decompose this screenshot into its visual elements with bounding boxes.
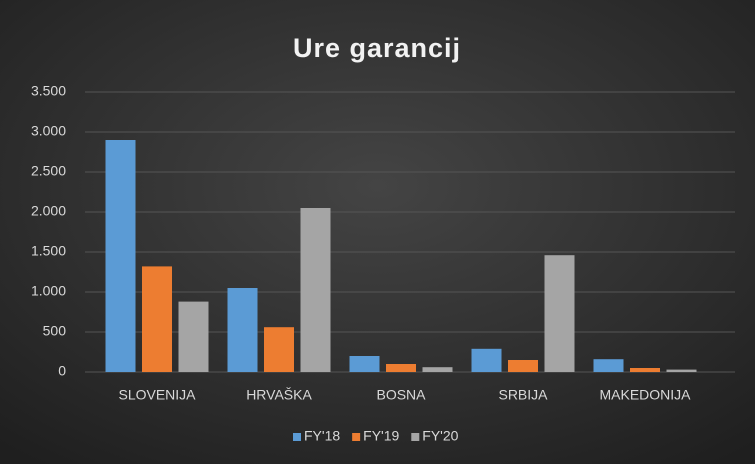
bar [300,208,331,372]
bar [422,367,453,372]
bar [544,255,575,372]
bar [105,140,136,372]
x-tick-label: SRBIJA [498,387,548,403]
x-tick-label: HRVAŠKA [246,387,312,403]
legend-swatch [352,433,361,441]
y-tick-label: 0 [58,363,66,379]
bar [386,364,416,372]
bar [508,360,538,372]
y-tick-label: 1.500 [31,243,66,259]
bar [666,369,697,372]
legend-label: FY'20 [422,428,458,444]
bar [471,348,502,372]
x-tick-label: BOSNA [376,387,426,403]
x-tick-label: SLOVENIJA [118,387,196,403]
legend-label: FY'18 [304,428,340,444]
y-tick-label: 2.500 [31,163,66,179]
y-tick-label: 2.000 [31,203,66,219]
y-tick-label: 3.500 [31,83,66,99]
chart-title: Ure garancij [293,33,461,63]
y-tick-label: 3.000 [31,123,66,139]
bar [349,356,380,372]
legend-swatch [293,433,301,441]
bar [593,359,624,372]
bar [178,301,209,372]
y-tick-label: 500 [43,323,67,339]
legend-swatch [411,433,420,441]
bar [227,288,258,372]
y-tick-label: 1.000 [31,283,66,299]
x-tick-label: MAKEDONIJA [599,387,691,403]
bar [142,266,172,372]
bar [630,368,660,372]
bar [264,327,294,372]
legend-label: FY'19 [363,428,399,444]
